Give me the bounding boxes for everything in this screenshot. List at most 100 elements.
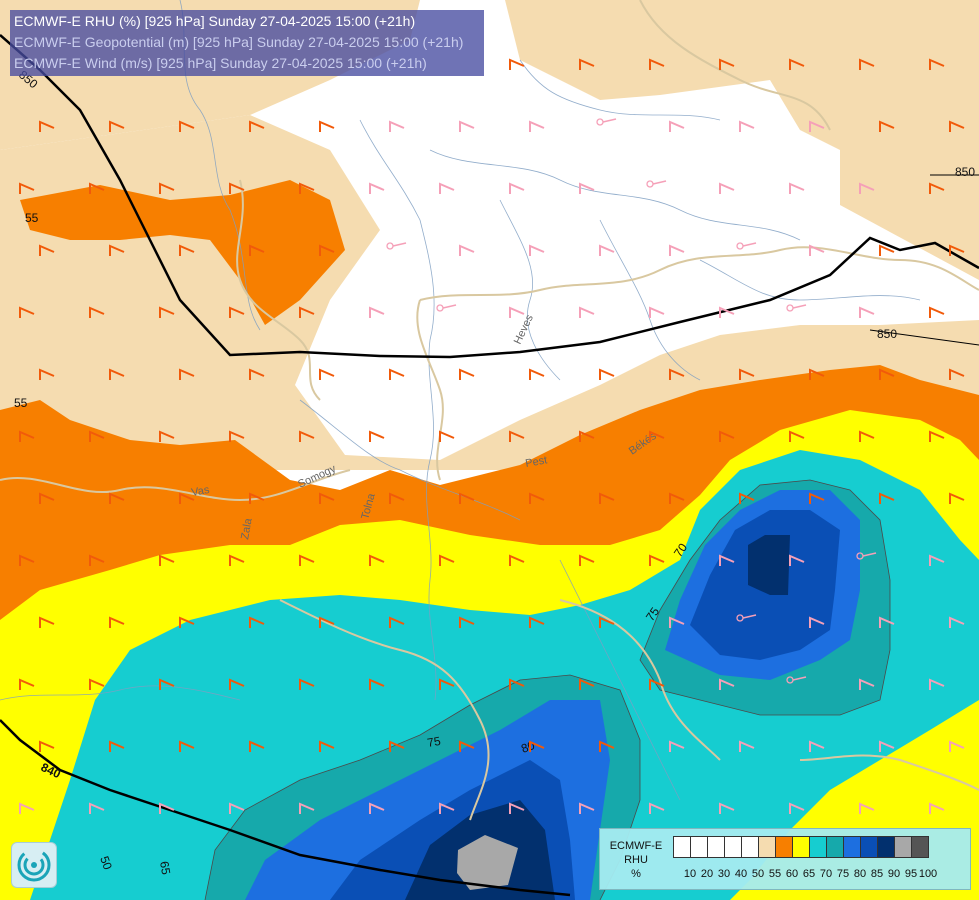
wind-barb-icon (229, 802, 245, 814)
wind-barb-icon (669, 616, 685, 628)
wind-barb-icon (179, 368, 195, 380)
legend-tick-label: 95 (904, 868, 918, 880)
wind-barb-icon (19, 678, 35, 690)
wind-barb-icon (459, 492, 475, 504)
wind-barb-icon (736, 614, 757, 622)
wind-barb-icon (789, 182, 805, 194)
wind-barb-icon (859, 58, 875, 70)
wind-barb-icon (249, 368, 265, 380)
rhu-fill-60-fish (20, 180, 345, 325)
wind-barb-icon (579, 58, 595, 70)
place-label-vas: Vas (190, 484, 210, 499)
wind-barb-icon (879, 244, 895, 256)
legend-tick-label: 65 (802, 868, 816, 880)
wind-barb-icon (389, 616, 405, 628)
wind-barb-icon (319, 368, 335, 380)
legend-swatch (724, 836, 742, 858)
borders (0, 0, 979, 821)
wind-barb-icon (719, 182, 735, 194)
title-rhu: ECMWF-E RHU (%) [925 hPa] Sunday 27-04-2… (14, 13, 416, 29)
wind-barb-icon (89, 182, 105, 194)
wind-barb-icon (249, 120, 265, 132)
wind-barb-icon (529, 740, 545, 752)
wind-barb-icon (299, 306, 315, 318)
wind-barb-icon (439, 802, 455, 814)
wind-barb-icon (229, 430, 245, 442)
rhu-label-55-b: 55 (14, 396, 28, 410)
wind-barb-icon (669, 244, 685, 256)
wind-barb-icon (459, 120, 475, 132)
wind-barb-icon (369, 306, 385, 318)
wind-barb-icon (39, 740, 55, 752)
legend-swatch (690, 836, 708, 858)
wind-barb-icon (809, 244, 825, 256)
wind-barb-icon (229, 306, 245, 318)
legend-tick-label: 30 (717, 868, 731, 880)
wind-barb-icon (369, 430, 385, 442)
wind-barb-icon (649, 802, 665, 814)
wind-barb-icon (179, 616, 195, 628)
legend-tick-label: 60 (785, 868, 799, 880)
wind-barb-icon (579, 182, 595, 194)
wind-barb-icon (39, 120, 55, 132)
wind-barb-icon (109, 120, 125, 132)
wind-barb-icon (949, 740, 965, 752)
wind-barb-icon (509, 58, 525, 70)
wind-barb-icon (19, 306, 35, 318)
rhu-label-50: 50 (97, 854, 115, 872)
wind-barb-icon (529, 368, 545, 380)
wind-barb-icon (369, 802, 385, 814)
wind-barb-icon (809, 740, 825, 752)
geo-label-right-upper: 850 (955, 165, 975, 179)
legend-swatch (792, 836, 810, 858)
wind-barb-icon (949, 616, 965, 628)
wind-barb-icon (949, 244, 965, 256)
wind-barb-icon (859, 306, 875, 318)
legend-swatches (673, 836, 929, 858)
wind-barb-icon (649, 554, 665, 566)
place-label-pest: Pest (524, 454, 548, 470)
wind-barb-icon (509, 306, 525, 318)
geo-840 (0, 719, 571, 897)
wind-barb-icon (529, 244, 545, 256)
wind-barb-icon (786, 676, 807, 684)
legend-swatch (911, 836, 929, 858)
wind-barb-icon (89, 678, 105, 690)
wind-barb-icon (19, 554, 35, 566)
wind-barb-icon (319, 492, 335, 504)
wind-barb-icon (39, 368, 55, 380)
geopotential-contours (0, 34, 979, 897)
wind-barb-icon (109, 492, 125, 504)
wind-barb-icon (929, 802, 945, 814)
rhu-label-75-b: 75 (426, 734, 442, 750)
wind-barb-icon (299, 554, 315, 566)
wind-barb-icon (529, 616, 545, 628)
wind-barb-icon (669, 368, 685, 380)
wind-barb-icon (879, 492, 895, 504)
wind-barb-icon (599, 740, 615, 752)
legend-swatch (741, 836, 759, 858)
wind-barb-icon (879, 120, 895, 132)
wind-barb-icon (89, 306, 105, 318)
wind-barb-icon (739, 740, 755, 752)
wind-barb-icon (319, 120, 335, 132)
wind-barb-icon (89, 430, 105, 442)
wind-barb-icon (319, 740, 335, 752)
legend-title-variable: RHU (624, 854, 648, 866)
wind-barb-icon (789, 58, 805, 70)
wind-barb-icon (159, 182, 175, 194)
legend-title: ECMWF-E RHU % (604, 839, 668, 881)
wind-barb-icon (789, 430, 805, 442)
geo-label-right-middle: 850 (877, 327, 897, 341)
wind-barb-icon (879, 616, 895, 628)
legend-swatch (673, 836, 691, 858)
wind-barb-icon (319, 616, 335, 628)
wind-barb-icon (879, 368, 895, 380)
wind-barb-icon (809, 492, 825, 504)
wind-barb-icon (669, 120, 685, 132)
wind-barb-icon (389, 492, 405, 504)
legend-tick-label: 85 (870, 868, 884, 880)
legend-swatch (707, 836, 725, 858)
